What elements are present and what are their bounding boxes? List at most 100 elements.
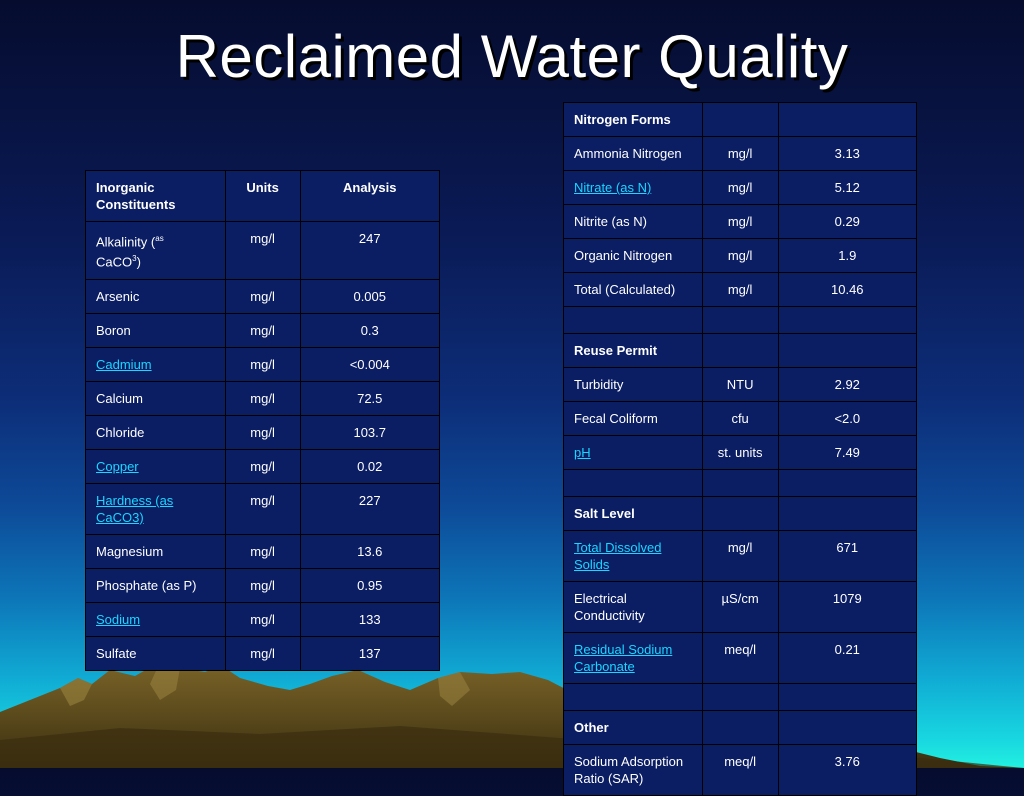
empty-row <box>563 306 918 334</box>
nitrate-link[interactable]: Nitrate (as N) <box>574 180 652 195</box>
table-row: Total Dissolved Solids mg/l 671 <box>563 530 918 582</box>
section-header-row: Nitrogen Forms <box>563 102 918 137</box>
table-row: pH st. units 7.49 <box>563 435 918 470</box>
row-name: Ammonia Nitrogen <box>563 136 703 171</box>
rsc-link[interactable]: Residual Sodium Carbonate <box>574 642 673 674</box>
table-row: Cadmium mg/l <0.004 <box>85 346 440 382</box>
row-name: Nitrate (as N) <box>563 170 703 205</box>
row-unit: mg/l <box>701 272 779 307</box>
table-row: Magnesium mg/l 13.6 <box>85 533 440 569</box>
row-name: Total Dissolved Solids <box>563 530 703 582</box>
row-name: Residual Sodium Carbonate <box>563 632 703 684</box>
sodium-link[interactable]: Sodium <box>96 611 141 627</box>
row-unit: meq/l <box>701 632 779 684</box>
row-value: 0.21 <box>777 632 918 684</box>
section-header-row: Reuse Permit <box>563 333 918 368</box>
table-row: Residual Sodium Carbonate meq/l 0.21 <box>563 632 918 684</box>
table-row: Fecal Coliform cfu <2.0 <box>563 401 918 436</box>
row-value: 0.02 <box>299 448 440 484</box>
water-quality-table: Nitrogen Forms Ammonia Nitrogen mg/l 3.13 … <box>563 102 918 796</box>
row-value: 0.005 <box>299 278 440 314</box>
table-row: Chloride mg/l 103.7 <box>85 414 440 450</box>
row-unit: mg/l <box>701 170 779 205</box>
row-name: Hardness (as CaCO3) <box>85 482 226 535</box>
header-units: Units <box>224 170 301 222</box>
row-value: <0.004 <box>299 346 440 382</box>
row-unit: mg/l <box>224 448 301 484</box>
row-value: 1079 <box>777 581 918 633</box>
row-unit: mg/l <box>701 238 779 273</box>
row-value: 0.3 <box>299 312 440 348</box>
table-row: Hardness (as CaCO3) mg/l 227 <box>85 482 440 535</box>
row-name: Nitrite (as N) <box>563 204 703 239</box>
row-value: 0.29 <box>777 204 918 239</box>
table-row: Phosphate (as P) mg/l 0.95 <box>85 567 440 603</box>
row-name: Chloride <box>85 414 226 450</box>
row-unit: mg/l <box>224 567 301 603</box>
table-row: Alkalinity (as CaCO3) mg/l 247 <box>85 221 440 280</box>
table-row: Calcium mg/l 72.5 <box>85 380 440 416</box>
row-value: 133 <box>299 601 440 637</box>
row-unit: NTU <box>701 367 779 402</box>
table-row: Nitrite (as N) mg/l 0.29 <box>563 204 918 239</box>
row-value: 10.46 <box>777 272 918 307</box>
row-unit: mg/l <box>701 204 779 239</box>
table-row: Copper mg/l 0.02 <box>85 448 440 484</box>
table-row: Ammonia Nitrogen mg/l 3.13 <box>563 136 918 171</box>
row-value: 5.12 <box>777 170 918 205</box>
row-unit: mg/l <box>701 530 779 582</box>
row-name: Sodium Adsorption Ratio (SAR) <box>563 744 703 796</box>
row-unit: cfu <box>701 401 779 436</box>
section-header-nitrogen: Nitrogen Forms <box>563 102 703 137</box>
header-inorganic-constituents: Inorganic Constituents <box>85 170 226 222</box>
row-value: 227 <box>299 482 440 535</box>
table-row: Nitrate (as N) mg/l 5.12 <box>563 170 918 205</box>
row-value: 0.95 <box>299 567 440 603</box>
row-name: Boron <box>85 312 226 348</box>
row-unit: mg/l <box>224 221 301 280</box>
row-name: Fecal Coliform <box>563 401 703 436</box>
table-row: Boron mg/l 0.3 <box>85 312 440 348</box>
row-name: Sulfate <box>85 635 226 671</box>
tds-link[interactable]: Total Dissolved Solids <box>574 540 662 572</box>
row-unit: mg/l <box>701 136 779 171</box>
table-row: Arsenic mg/l 0.005 <box>85 278 440 314</box>
row-name: Total (Calculated) <box>563 272 703 307</box>
ph-link[interactable]: pH <box>574 445 591 460</box>
row-value: 3.13 <box>777 136 918 171</box>
row-unit: mg/l <box>224 601 301 637</box>
hardness-link[interactable]: Hardness (as CaCO3) <box>96 492 174 525</box>
cadmium-link[interactable]: Cadmium <box>96 356 152 372</box>
row-unit: mg/l <box>224 380 301 416</box>
row-name: Turbidity <box>563 367 703 402</box>
row-unit: mg/l <box>224 533 301 569</box>
section-header-reuse-permit: Reuse Permit <box>563 333 703 368</box>
section-header-row: Other <box>563 710 918 745</box>
copper-link[interactable]: Copper <box>96 458 139 474</box>
table-row: Turbidity NTU 2.92 <box>563 367 918 402</box>
row-name: Phosphate (as P) <box>85 567 226 603</box>
row-unit: mg/l <box>224 312 301 348</box>
row-unit: meq/l <box>701 744 779 796</box>
row-name: Electrical Conductivity <box>563 581 703 633</box>
empty-row <box>563 469 918 497</box>
row-unit: µS/cm <box>701 581 779 633</box>
row-unit: mg/l <box>224 414 301 450</box>
row-name: Arsenic <box>85 278 226 314</box>
section-header-salt-level: Salt Level <box>563 496 703 531</box>
row-value: 3.76 <box>777 744 918 796</box>
row-name: Magnesium <box>85 533 226 569</box>
table-row: Total (Calculated) mg/l 10.46 <box>563 272 918 307</box>
row-name: pH <box>563 435 703 470</box>
table-header-row: Inorganic Constituents Units Analysis <box>85 170 440 222</box>
row-unit: mg/l <box>224 346 301 382</box>
inorganic-constituents-table: Inorganic Constituents Units Analysis Al… <box>85 170 440 671</box>
row-value: 103.7 <box>299 414 440 450</box>
row-value: 2.92 <box>777 367 918 402</box>
row-value: 247 <box>299 221 440 280</box>
row-name: Organic Nitrogen <box>563 238 703 273</box>
section-header-other: Other <box>563 710 703 745</box>
row-unit: st. units <box>701 435 779 470</box>
row-unit: mg/l <box>224 278 301 314</box>
page-title: Reclaimed Water Quality <box>175 23 849 90</box>
